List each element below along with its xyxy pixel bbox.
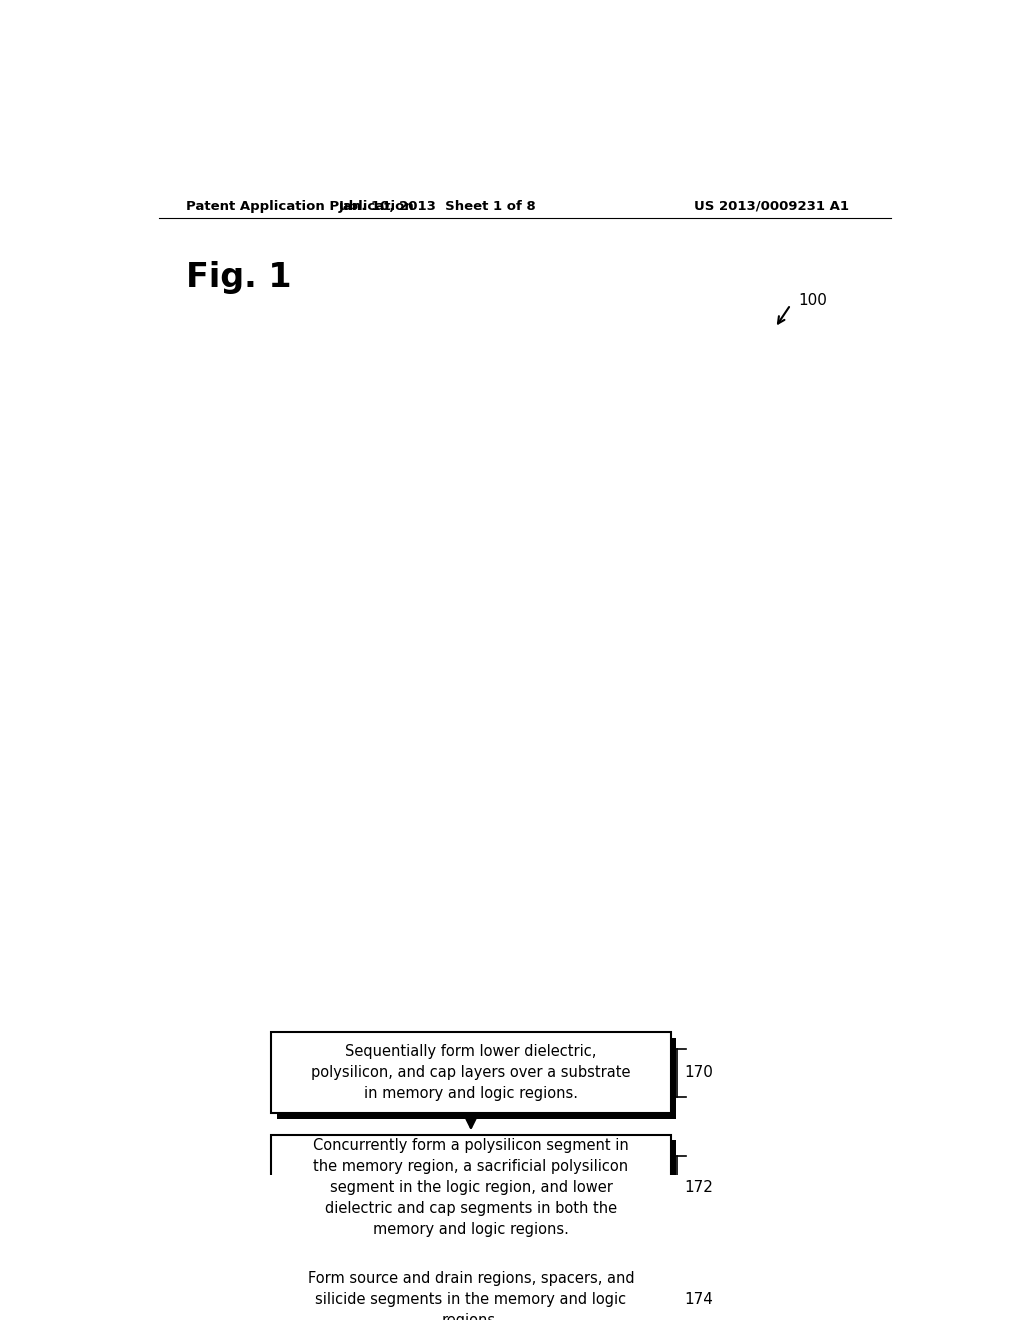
Text: 100: 100 [799,293,827,309]
Text: 170: 170 [684,1065,714,1080]
Bar [276,1038,676,1118]
Text: US 2013/0009231 A1: US 2013/0009231 A1 [693,199,849,213]
Text: Form source and drain regions, spacers, and
silicide segments in the memory and : Form source and drain regions, spacers, … [307,1271,634,1320]
Bar [271,1262,671,1320]
Text: Jan. 10, 2013  Sheet 1 of 8: Jan. 10, 2013 Sheet 1 of 8 [339,199,537,213]
Bar [271,1032,671,1113]
Text: Concurrently form a polysilicon segment in
the memory region, a sacrificial poly: Concurrently form a polysilicon segment … [313,1138,629,1237]
Text: 174: 174 [684,1292,714,1307]
Text: 172: 172 [684,1180,714,1196]
Bar [271,1135,671,1241]
Bar [276,1269,676,1320]
Text: Sequentially form lower dielectric,
polysilicon, and cap layers over a substrate: Sequentially form lower dielectric, poly… [311,1044,631,1101]
Text: Patent Application Publication: Patent Application Publication [186,199,414,213]
Bar [276,1140,676,1246]
Text: Fig. 1: Fig. 1 [186,261,292,294]
